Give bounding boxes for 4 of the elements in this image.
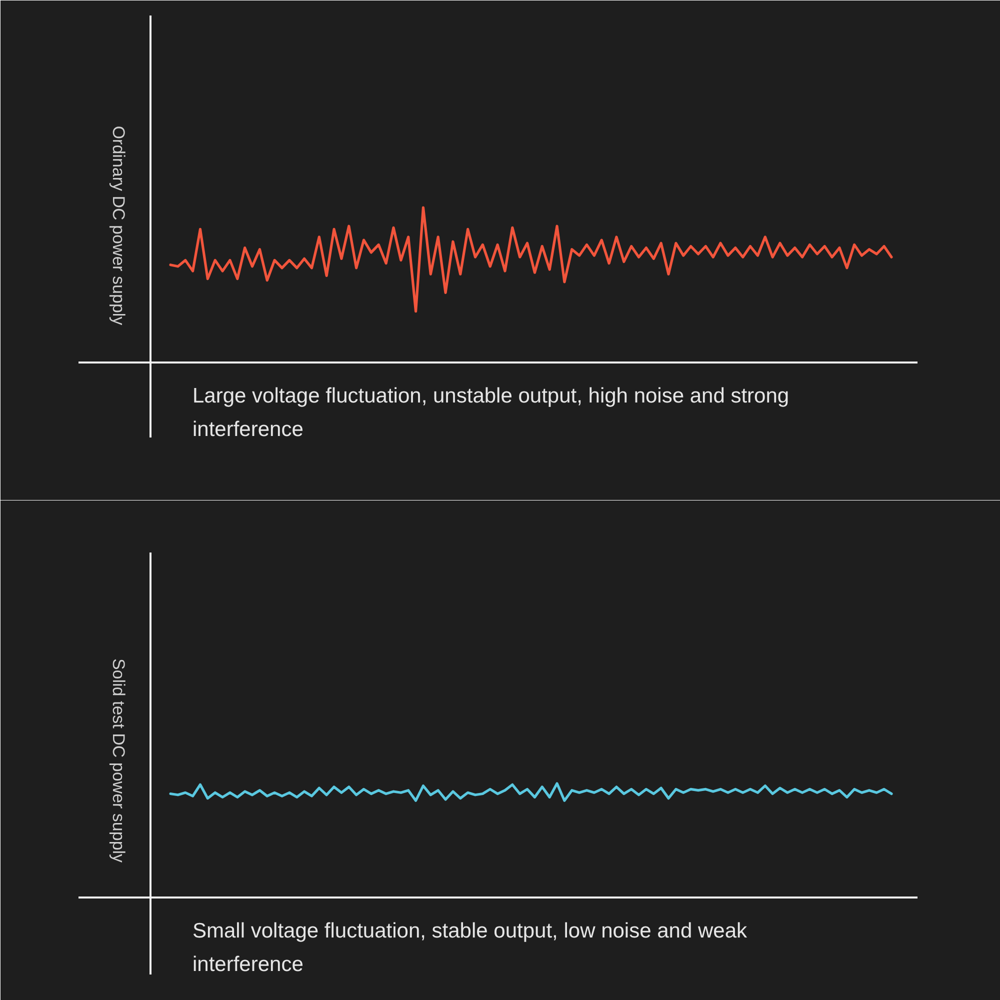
y-axis-title: Solid test DC power supply <box>109 658 128 864</box>
y-axis-title: Ordinary DC power supply <box>109 126 128 326</box>
text: Small voltage fluctuation, stable output, low noise and weak interference <box>192 920 748 976</box>
text: Large voltage fluctuation, unstable output, high noise and strong interference <box>192 384 790 441</box>
